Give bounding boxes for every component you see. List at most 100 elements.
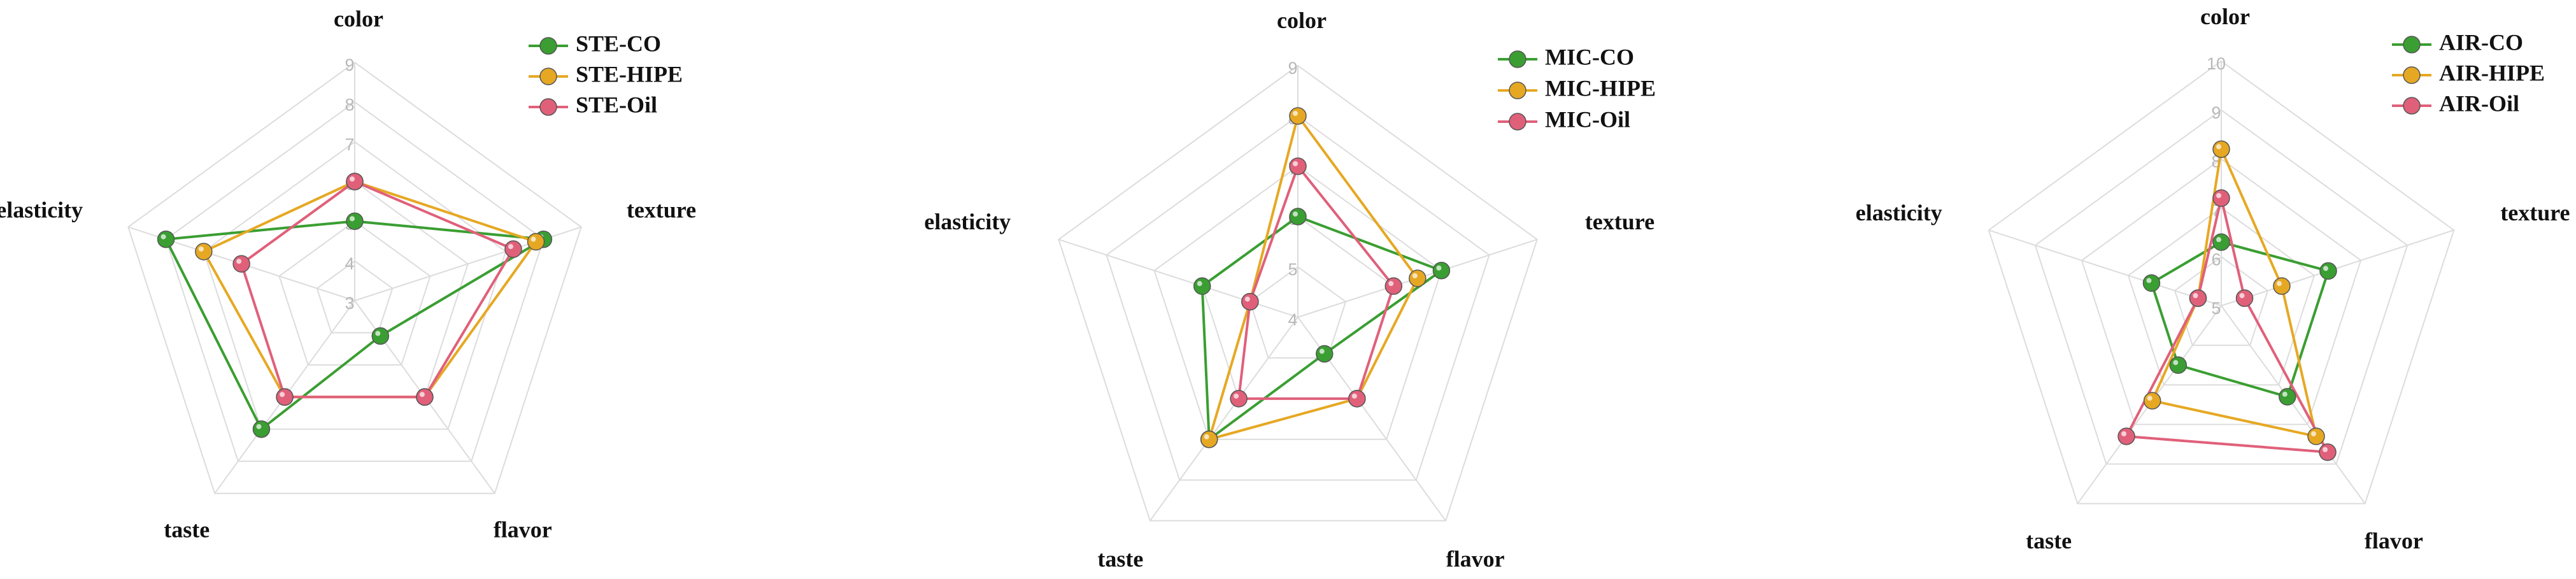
point-highlight (2276, 281, 2282, 287)
spoke (2221, 229, 2454, 306)
point-highlight (2147, 396, 2153, 401)
grid-ring (1106, 115, 1490, 481)
grid-ring (1058, 64, 1538, 522)
data-point (252, 420, 271, 438)
point-highlight (1197, 281, 1202, 287)
point-highlight (375, 331, 381, 336)
axis-label: flavor (1446, 547, 1505, 572)
point-highlight (1388, 281, 1394, 287)
point-highlight (256, 424, 262, 429)
point-highlight (2121, 431, 2127, 437)
series-line (1237, 163, 1395, 400)
radar-chart: 3456789colortextureflavortasteelasticity… (0, 6, 696, 542)
axis-label: flavor (2365, 528, 2423, 554)
grid-ring (316, 260, 394, 334)
grid-ring (2034, 109, 2409, 465)
r-tick-label: 7 (345, 135, 354, 154)
data-point (157, 230, 175, 248)
r-tick-label: 4 (345, 254, 354, 273)
data-point (2319, 443, 2337, 461)
legend-label: STE-HIPE (576, 61, 683, 87)
data-point (2212, 140, 2230, 158)
data-point (504, 240, 522, 258)
point-highlight (1293, 211, 1298, 217)
r-tick-label: 9 (1288, 59, 1297, 78)
axis-label: color (1277, 8, 1327, 33)
data-point (1193, 277, 1211, 295)
data-point (1409, 269, 1427, 287)
series-line (2124, 197, 2330, 454)
point-highlight (198, 246, 204, 252)
axis-label: color (334, 6, 383, 31)
spoke (2221, 305, 2366, 504)
data-point (232, 255, 250, 273)
point-highlight (2282, 391, 2288, 397)
data-point (1316, 345, 1334, 363)
legend-label: AIR-HIPE (2439, 60, 2545, 85)
data-point (1289, 107, 1307, 125)
point-highlight (1293, 161, 1298, 166)
data-point (2319, 262, 2337, 280)
point-highlight (2310, 431, 2316, 437)
data-point (2279, 388, 2296, 406)
point-highlight (2239, 293, 2245, 299)
point-highlight (350, 176, 355, 182)
axis-label: elasticity (1856, 200, 1942, 225)
point-highlight (160, 234, 166, 239)
data-point (1289, 208, 1307, 225)
grid-ring (278, 220, 431, 366)
point-highlight (530, 236, 536, 242)
legend-marker (539, 98, 557, 116)
r-tick-label: 9 (345, 55, 354, 75)
point-highlight (280, 392, 285, 397)
legend-marker (2403, 36, 2421, 54)
grid-ring (1153, 165, 1442, 440)
grid-ring (1988, 60, 2455, 504)
data-point (1241, 292, 1259, 311)
point-highlight (1244, 296, 1250, 302)
point-highlight (1436, 265, 1442, 271)
point-highlight (350, 216, 355, 222)
point-highlight (1412, 273, 1418, 278)
data-point (346, 212, 364, 231)
legend-label: MIC-Oil (1545, 106, 1630, 132)
grid-ring (2081, 158, 2362, 425)
radar-chart: 5678910colortextureflavortasteelasticity… (1856, 4, 2570, 554)
data-point (2142, 274, 2161, 292)
point-highlight (2193, 293, 2198, 299)
spoke (1149, 317, 1299, 522)
r-tick-label: 5 (1288, 260, 1297, 279)
data-point (2273, 277, 2291, 295)
series-line (1207, 113, 1420, 441)
point-highlight (2216, 144, 2221, 150)
point-highlight (2216, 193, 2221, 199)
legend-marker (1509, 113, 1526, 131)
point-highlight (1234, 393, 1239, 399)
series-line (239, 180, 515, 399)
r-tick-label: 4 (1288, 310, 1297, 329)
r-tick-label: 10 (2207, 54, 2226, 73)
data-point (416, 388, 434, 406)
point-highlight (1351, 393, 1357, 399)
data-point (2235, 289, 2254, 307)
data-point (195, 243, 213, 261)
legend-label: STE-CO (576, 31, 661, 56)
data-point (276, 388, 294, 406)
legend-label: STE-Oil (576, 92, 657, 117)
data-point (2189, 289, 2207, 307)
legend-marker (539, 37, 557, 55)
series-line (1200, 215, 1444, 442)
point-highlight (2323, 266, 2328, 271)
grid-ring (2174, 255, 2269, 347)
data-point (1384, 277, 1403, 295)
legend-label: AIR-Oil (2439, 90, 2519, 116)
legend-label: AIR-CO (2439, 29, 2523, 55)
point-highlight (236, 259, 242, 264)
axis-label: texture (627, 197, 696, 223)
radar-chart: 456789colortextureflavortasteelasticityM… (924, 8, 1656, 572)
data-point (2169, 356, 2188, 374)
r-tick-label: 6 (2211, 250, 2221, 269)
data-point (2117, 427, 2135, 445)
legend-marker (539, 68, 557, 85)
data-point (1200, 430, 1218, 448)
